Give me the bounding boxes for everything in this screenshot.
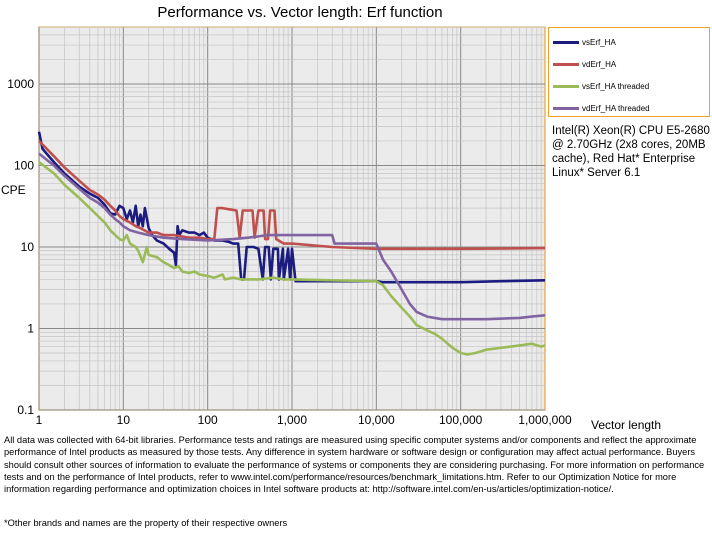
legend-item: vdErf_HA threaded	[553, 102, 650, 114]
legend-label: vdErf_HA	[582, 59, 617, 69]
legend-item: vsErf_HA	[553, 36, 616, 48]
x-tick-label: 100	[198, 413, 218, 427]
legend-swatch	[553, 40, 579, 44]
legend-label: vsErf_HA	[582, 37, 616, 47]
series-line-vserf-ha	[37, 131, 546, 284]
series-line-vserf-ha-threaded	[38, 161, 546, 356]
disclaimer-text: All data was collected with 64-bit libra…	[4, 435, 705, 495]
footnote-text: *Other brands and names are the property…	[4, 518, 288, 528]
legend-item: vsErf_HA threaded	[553, 80, 649, 92]
x-tick-label: 1,000	[277, 413, 307, 427]
y-axis-label: CPE	[1, 183, 26, 197]
y-tick-label: 1000	[7, 77, 34, 91]
legend-swatch	[553, 62, 579, 66]
axis-ticks: 1 10 100 1,000 10,000 100,000 1,000,0000.11101…	[7, 77, 572, 427]
x-axis-label: Vector length	[591, 418, 662, 432]
x-tick-label: 1,000,000	[518, 413, 572, 427]
y-tick-label: 0.1	[17, 403, 34, 417]
x-tick-label: 10	[117, 413, 131, 427]
series-line-vderf-ha	[38, 139, 546, 251]
x-tick-label: 10,000	[358, 413, 395, 427]
y-tick-label: 10	[21, 240, 35, 254]
system-annotation: Intel(R) Xeon(R) CPU E5-2680 @ 2.70GHz (…	[552, 125, 710, 179]
legend-label: vdErf_HA threaded	[582, 103, 650, 113]
x-tick-label: 100,000	[439, 413, 483, 427]
x-tick-label: 1	[36, 413, 43, 427]
legend-label: vsErf_HA threaded	[582, 81, 650, 91]
legend-swatch	[553, 84, 579, 88]
chart-title: Performance vs. Vector length: Erf funct…	[157, 4, 443, 21]
series-line-vderf-ha-threaded	[38, 152, 546, 321]
y-tick-label: 1	[27, 321, 34, 335]
y-tick-label: 100	[14, 158, 34, 172]
series-layer	[37, 131, 546, 356]
legend-item: vdErf_HA	[553, 58, 616, 70]
grid-lines	[38, 26, 545, 411]
legend: vsErf_HA vdErf_HA vsErf_HA threaded vdErf_H…	[548, 27, 710, 117]
legend-swatch	[553, 106, 579, 110]
